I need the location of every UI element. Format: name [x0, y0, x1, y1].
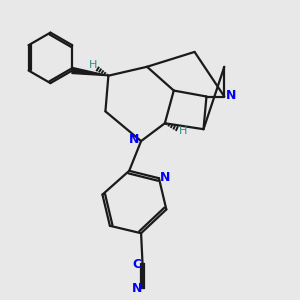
Text: H: H	[178, 126, 187, 136]
Text: N: N	[160, 171, 171, 184]
Text: H: H	[89, 60, 98, 70]
Polygon shape	[72, 68, 108, 76]
Text: N: N	[132, 282, 142, 295]
Text: N: N	[226, 88, 236, 101]
Text: N: N	[129, 133, 140, 146]
Text: C: C	[133, 258, 142, 271]
